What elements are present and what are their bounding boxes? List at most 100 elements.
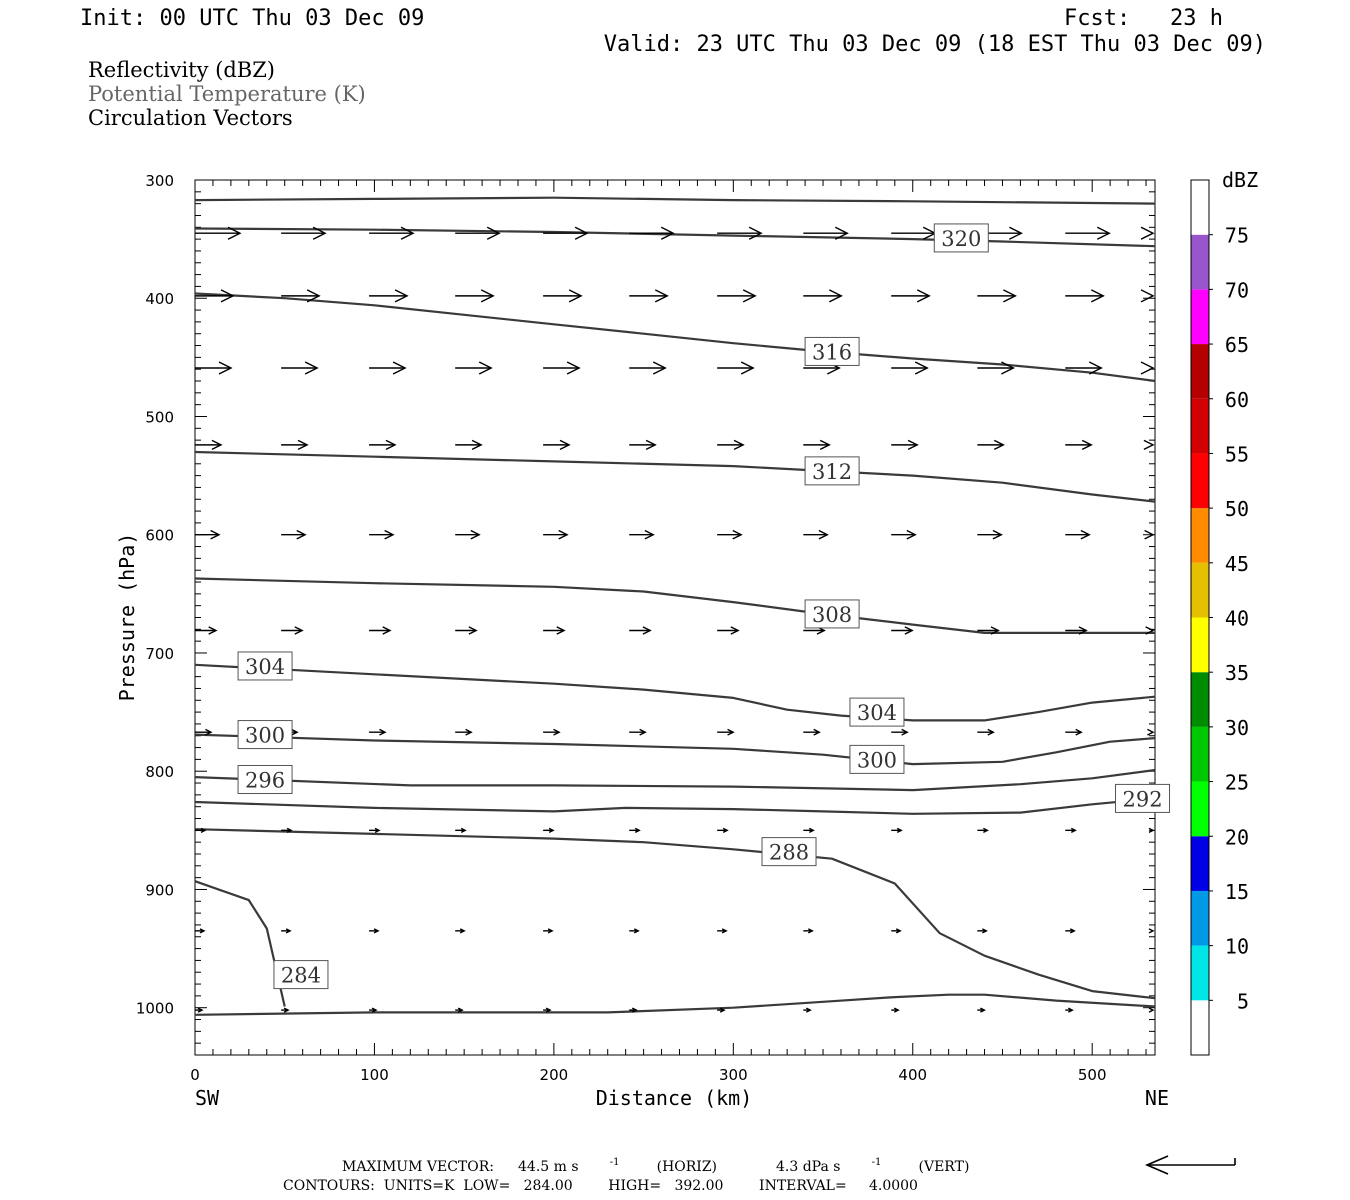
- colorbar-level-label: 75: [1225, 224, 1249, 248]
- contour-label: 284: [273, 960, 329, 990]
- circulation-vector: [629, 226, 675, 240]
- circulation-vector: [369, 1007, 378, 1013]
- circulation-vector: [803, 928, 814, 934]
- theta-contour-0: [194, 196, 1156, 205]
- contour-label: 308: [804, 599, 860, 629]
- circulation-vector: [543, 439, 571, 451]
- x-tick-label: 0: [190, 1066, 200, 1084]
- x-tick-label: 100: [360, 1066, 389, 1084]
- legend-line-2: Circulation Vectors: [88, 106, 293, 130]
- circulation-vector: [891, 928, 902, 934]
- colorbar-level-label: 5: [1237, 989, 1249, 1013]
- circulation-vector: [803, 529, 829, 540]
- contour-label-text: 300: [245, 724, 285, 748]
- circulation-vector: [977, 1007, 986, 1013]
- colorbar-swatch: [1191, 180, 1209, 235]
- max-vector-footer: MAXIMUM VECTOR: 44.5 m s -1 (HORIZ) 4.3 …: [283, 1155, 1236, 1194]
- colorbar-swatch: [1191, 726, 1209, 782]
- circulation-vector: [1065, 289, 1105, 303]
- colorbar-swatch: [1191, 1000, 1209, 1055]
- colorbar-swatch: [1191, 234, 1209, 290]
- circulation-vector: [803, 439, 831, 451]
- circulation-vector: [1065, 226, 1111, 240]
- circulation-vector: [281, 289, 321, 303]
- legend-line-0: Reflectivity (dBZ): [88, 58, 275, 82]
- x-tick-label: 300: [719, 1066, 748, 1084]
- max-vector-horiz-sup: -1: [610, 1157, 620, 1168]
- theta-contour-6: [194, 733, 1156, 766]
- colorbar-level-label: 45: [1225, 552, 1249, 576]
- minor-ticks: [194, 179, 1155, 1056]
- circulation-vector: [977, 728, 995, 736]
- circulation-vector: [629, 827, 641, 833]
- circulation-vector: [1140, 289, 1155, 303]
- circulation-vector: [543, 1007, 552, 1013]
- contour-label: 288: [761, 837, 817, 867]
- circulation-vector: [891, 361, 929, 375]
- circulation-vector: [281, 226, 327, 240]
- max-vector-label: MAXIMUM VECTOR:: [342, 1159, 494, 1175]
- circulation-vector: [543, 361, 581, 375]
- max-vector-vert: 4.3 dPa s: [776, 1159, 840, 1175]
- circulation-vector: [1065, 529, 1091, 540]
- circulation-vector: [369, 226, 415, 240]
- circulation-vector: [977, 289, 1017, 303]
- circulation-vector: [281, 361, 319, 375]
- circulation-vector: [977, 626, 1000, 635]
- contour-label-text: 320: [941, 227, 981, 251]
- circulation-vector: [1148, 827, 1155, 833]
- circulation-vector: [1147, 728, 1155, 736]
- circulation-vector: [1065, 626, 1088, 635]
- contour-label-text: 296: [245, 768, 285, 792]
- circulation-vector: [455, 439, 483, 451]
- colorbar-swatch: [1191, 562, 1209, 618]
- colorbar-swatch: [1191, 890, 1209, 946]
- circulation-vector: [977, 361, 1015, 375]
- circulation-vector: [891, 728, 909, 736]
- circulation-vector: [803, 827, 815, 833]
- contour-label: 300: [237, 720, 293, 750]
- contour-label: 300: [849, 744, 905, 774]
- colorbar-level-label: 25: [1225, 771, 1249, 795]
- contour-label-text: 304: [857, 701, 897, 725]
- circulation-vector: [717, 529, 743, 540]
- circulation-vector: [281, 827, 293, 833]
- init-time: Init: 00 UTC Thu 03 Dec 09: [80, 6, 424, 31]
- circulation-vector: [1065, 1007, 1074, 1013]
- colorbar-swatch: [1191, 344, 1209, 399]
- circulation-vector: [803, 226, 849, 240]
- circulation-vector: [629, 439, 657, 451]
- circulation-vector: [891, 827, 903, 833]
- circulation-vector: [543, 928, 554, 934]
- theta-contour-3: [194, 450, 1156, 503]
- circulation-vector: [1140, 361, 1155, 375]
- circulation-vector: [455, 728, 473, 736]
- circulation-vector: [977, 529, 1003, 540]
- colorbar-swatch: [1191, 289, 1209, 345]
- circulation-vector: [977, 928, 988, 934]
- circulation-vector: [1065, 827, 1077, 833]
- circulation-vector: [543, 226, 589, 240]
- circulation-vector: [1145, 626, 1155, 635]
- theta-contour-1: [194, 227, 1156, 248]
- contour-label-text: 300: [857, 748, 897, 772]
- theta-contour-5: [194, 663, 1156, 722]
- circulation-vector: [369, 361, 407, 375]
- contour-label: 316: [804, 336, 860, 366]
- circulation-vector: [195, 529, 221, 540]
- max-vector-vert-sup: -1: [872, 1157, 882, 1168]
- circulation-vector: [891, 289, 931, 303]
- contour-label: 296: [237, 764, 293, 794]
- circulation-vector: [891, 529, 917, 540]
- circulation-vector: [1148, 928, 1155, 934]
- y-tick-label: 600: [145, 527, 174, 545]
- x-axis-label: Distance (km): [596, 1086, 753, 1110]
- circulation-vector: [717, 626, 740, 635]
- colorbar-level-label: 60: [1225, 388, 1249, 412]
- colorbar-level-label: 20: [1225, 825, 1249, 849]
- theta-contour-2: [194, 292, 1156, 383]
- circulation-vectors: [195, 226, 1155, 1013]
- circulation-vector: [195, 728, 213, 736]
- contour-label-text: 292: [1122, 787, 1162, 811]
- circulation-vector: [455, 827, 467, 833]
